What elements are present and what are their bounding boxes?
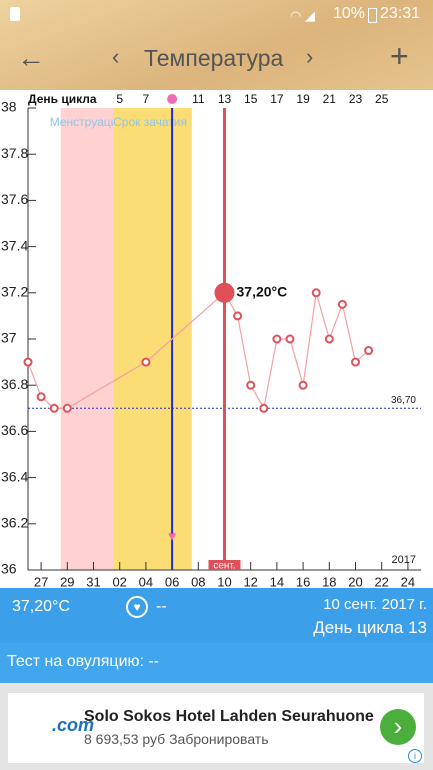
x2-tick-label: 23 [349,92,363,106]
band [60,108,114,570]
data-point [141,357,151,367]
info-bar: 37,20°C ♥ -- 10 сент. 2017 г. День цикла… [0,588,433,643]
x2-tick-label: 21 [323,92,337,106]
x-tick-label: 08 [191,574,205,588]
ad-card[interactable]: .com Solo Sokos Hotel Lahden Seurahuone … [8,693,424,763]
x2-tick-label: 7 [143,92,150,106]
ad-info-icon[interactable]: i [408,749,422,763]
year-label: 2017 [392,554,416,566]
screen-title: Температура [144,45,284,71]
data-point [214,282,235,303]
y-tick-label: 36.8 [1,376,28,392]
selected-label: сент. [213,561,235,572]
ad-subtitle: 8 693,53 руб Забронировать [84,731,269,747]
y-tick-label: 36 [1,561,17,577]
data-label: 37,20°C [237,284,288,300]
x-tick-label: 22 [374,574,388,588]
data-point [246,380,256,390]
heart-icon[interactable]: ♥ [126,596,148,618]
data-point [311,288,321,298]
x-tick-label: 20 [348,574,362,588]
x2-tick-label: 25 [375,92,389,106]
next-button[interactable]: › [306,44,314,69]
battery-level: 10% [333,5,366,22]
data-point [272,334,282,344]
clock: 23:31 [380,5,421,22]
ad-logo: .com [52,715,95,735]
ovulation-test: Тест на овуляцию: -- [7,653,160,670]
x-tick-label: 29 [60,574,74,588]
y-tick-label: 37.2 [1,284,28,300]
x2-tick-label: 13 [218,92,232,106]
x-tick-label: 14 [270,574,284,588]
data-point [49,403,59,413]
data-point [364,346,374,356]
x2-tick-label: 17 [270,92,284,106]
add-button[interactable]: + [390,38,409,74]
x-tick-label: 24 [401,574,415,588]
data-point [233,311,243,321]
back-button[interactable]: ← [17,42,45,73]
ad-go-button[interactable]: › [380,709,416,745]
x2-axis-label: День цикла [28,92,97,106]
prev-button[interactable]: ‹ [112,44,120,69]
app-bar: ◠ ◢ 10% 23:31 ← ‹ Температура › + [0,0,433,90]
x-tick-label: 06 [165,574,179,588]
ad-area: .com Solo Sokos Hotel Lahden Seurahuone … [0,683,433,770]
band [113,108,192,570]
cycle-day: День цикла 13 [313,618,427,637]
y-tick-label: 37 [1,330,17,346]
y-tick-label: 37.4 [1,237,28,253]
data-point [298,380,308,390]
data-point [351,357,360,367]
data-point [36,392,46,402]
x-tick-label: 04 [139,574,153,588]
x-tick-label: 10 [217,574,231,588]
data-point [62,403,72,413]
date: 10 сент. 2017 г. [323,596,427,613]
threshold-label: 36,70 [391,395,416,406]
notification-icon [10,7,20,21]
band-label: Менструация [50,115,124,129]
ovulation-dot [167,94,178,104]
y-tick-label: 36.2 [1,515,28,531]
band-label: Срок зачатия [113,115,187,129]
x-tick-label: 27 [34,574,48,588]
y-tick-label: 37.8 [1,145,28,161]
x-tick-label: 12 [243,574,257,588]
test-bar[interactable]: Тест на овуляцию: -- [0,643,433,683]
y-tick-label: 36.6 [1,422,28,438]
x2-tick-label: 15 [244,92,258,106]
data-point [324,334,334,344]
x-tick-label: 18 [322,574,336,588]
data-point [259,403,269,413]
x-tick-label: 02 [112,574,126,588]
ad-title: Solo Sokos Hotel Lahden Seurahuone [84,708,374,725]
battery-icon [368,8,377,23]
heart-value: -- [156,598,167,615]
ovulation-heart: ♥ [168,528,176,544]
x-tick-label: 31 [86,574,100,588]
x2-tick-label: 5 [116,92,123,106]
data-point [337,299,347,309]
y-tick-label: 36.4 [1,468,28,484]
signal-icons: ◠ ◢ [290,8,315,23]
data-point [285,334,295,344]
selected-label-bg [208,560,241,570]
x2-tick-label: 11 [192,92,205,106]
x-tick-label: 16 [296,574,310,588]
temperature: 37,20°C [12,598,70,615]
y-tick-label: 37.6 [1,191,28,207]
data-point [23,357,33,367]
y-tick-label: 38 [1,99,17,115]
x2-tick-label: 19 [296,92,310,106]
